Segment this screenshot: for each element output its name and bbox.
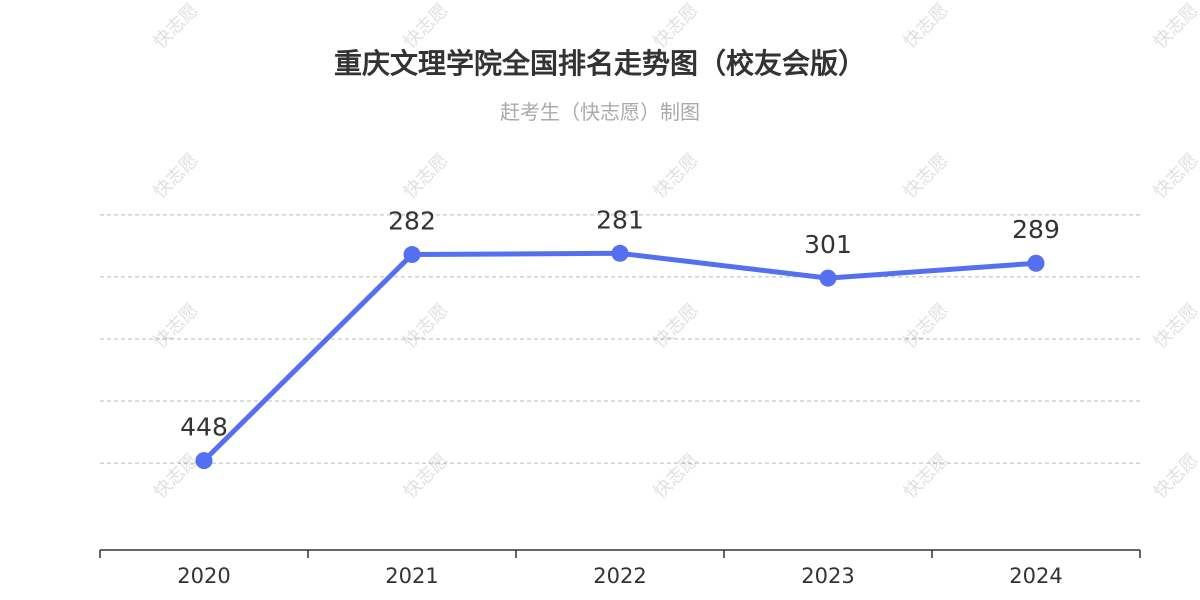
data-point bbox=[1027, 254, 1045, 272]
x-tick-label: 2022 bbox=[593, 564, 646, 588]
data-label: 448 bbox=[180, 413, 228, 442]
x-tick-label: 2021 bbox=[385, 564, 438, 588]
watermark-text: 快志愿 bbox=[650, 150, 703, 203]
chart-title: 重庆文理学院全国排名走势图（校友会版） bbox=[333, 47, 866, 80]
watermark-text: 快志愿 bbox=[1150, 150, 1200, 203]
grid-lines bbox=[100, 214, 1140, 464]
data-label: 281 bbox=[596, 205, 644, 234]
data-point bbox=[403, 246, 421, 264]
data-label: 289 bbox=[1012, 215, 1060, 244]
watermark-text: 快志愿 bbox=[1150, 450, 1200, 503]
x-tick-label: 2023 bbox=[801, 564, 854, 588]
data-point bbox=[195, 452, 213, 470]
watermark-text: 快志愿 bbox=[900, 0, 953, 53]
watermark-text: 快志愿 bbox=[900, 150, 953, 203]
data-label: 282 bbox=[388, 207, 436, 236]
watermark-text: 快志愿 bbox=[400, 150, 453, 203]
watermark-text: 快志愿 bbox=[650, 450, 703, 503]
data-point bbox=[611, 244, 629, 262]
watermark-text: 快志愿 bbox=[150, 0, 203, 53]
chart-subtitle: 赶考生（快志愿）制图 bbox=[500, 100, 700, 124]
data-label: 301 bbox=[804, 230, 852, 259]
watermark-text: 快志愿 bbox=[400, 450, 453, 503]
watermark-text: 快志愿 bbox=[650, 0, 703, 53]
watermark-text: 快志愿 bbox=[150, 150, 203, 203]
watermark-text: 快志愿 bbox=[150, 300, 203, 353]
watermark-text: 快志愿 bbox=[650, 300, 703, 353]
watermark-text: 快志愿 bbox=[1150, 0, 1200, 53]
series-line bbox=[201, 250, 1039, 464]
watermark-text: 快志愿 bbox=[400, 300, 453, 353]
watermark-text: 快志愿 bbox=[1150, 300, 1200, 353]
watermark-text: 快志愿 bbox=[150, 450, 203, 503]
data-point bbox=[819, 269, 837, 287]
rank-series bbox=[195, 244, 1045, 470]
watermark-text: 快志愿 bbox=[400, 0, 453, 53]
data-labels: 448 282 281 301 289 bbox=[180, 205, 1060, 441]
watermark-text: 快志愿 bbox=[900, 300, 953, 353]
x-axis: 2020 2021 2022 2023 2024 bbox=[99, 549, 1141, 588]
watermark-text: 快志愿 bbox=[900, 450, 953, 503]
x-tick-label: 2024 bbox=[1009, 564, 1062, 588]
watermark-layer: 快志愿 快志愿 快志愿 快志愿 快志愿快志愿 快志愿 快志愿 快志愿 快志愿快志愿 快志愿 快志愿快… bbox=[150, 0, 1200, 503]
x-tick-label: 2020 bbox=[177, 564, 230, 588]
